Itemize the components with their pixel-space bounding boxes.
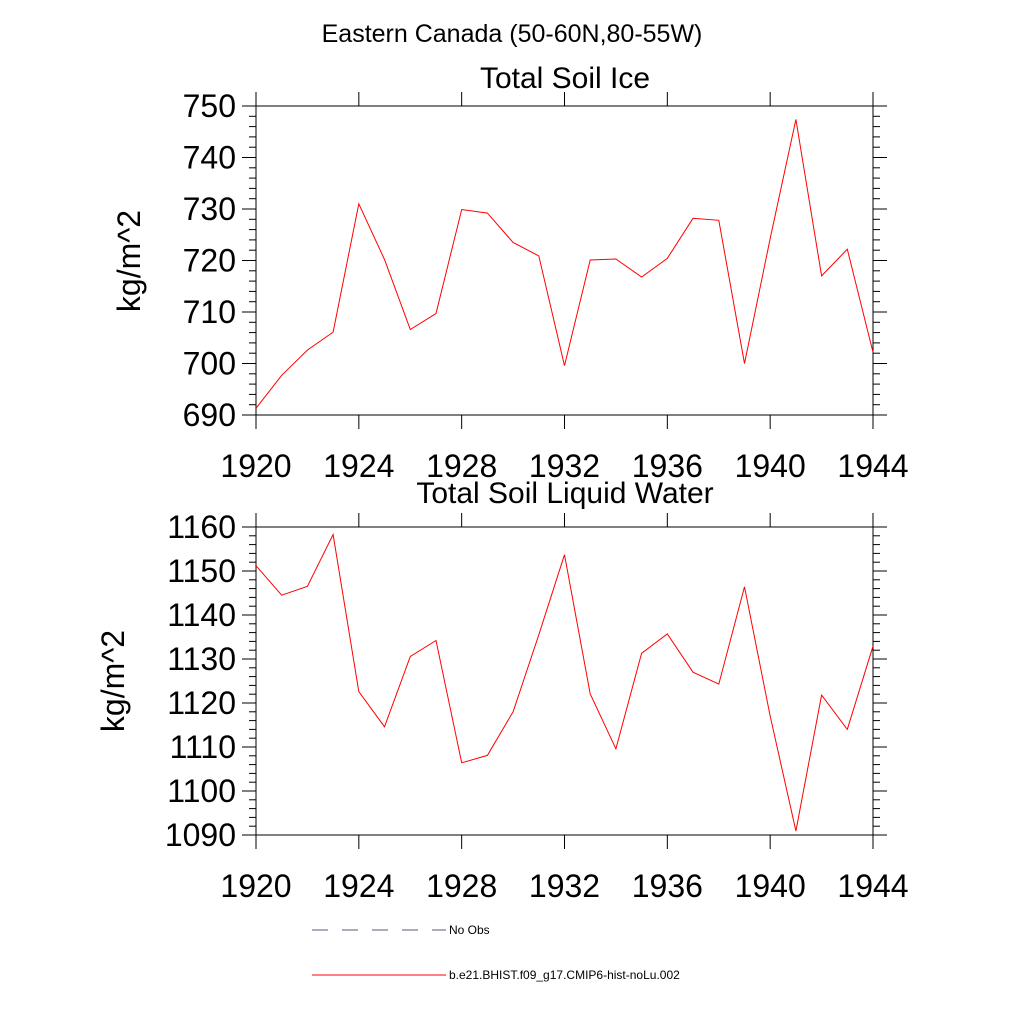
chart-title: Total Soil Ice [480,62,650,95]
chart-panel-soil-ice: Total Soil Ice kg/m^2 1920 1924 1928 1932 19… [111,62,909,484]
y-tick-label: 750 [183,88,236,124]
x-tick-label: 1920 [220,868,291,904]
axes: 1920 1924 1928 1932 1936 1940 1944 690 700 710 720… [183,88,909,484]
y-axis-label: kg/m^2 [111,210,147,312]
legend: No Obs b.e21.BHIST.f09_g17.CMIP6-hist-no… [312,923,680,982]
y-tick-label: 1160 [167,509,236,545]
y-tick-label: 1120 [167,685,236,721]
y-tick-label: 710 [183,294,236,330]
y-tick-label: 690 [183,397,236,433]
series-line [255,532,874,832]
x-tick-label: 1936 [632,868,703,904]
x-tick-label: 1936 [632,448,703,484]
y-axis-label: kg/m^2 [95,630,131,732]
x-tick-label: 1932 [529,868,600,904]
y-tick-label: 720 [183,243,236,279]
x-tick-label: 1940 [735,448,806,484]
x-tick-label: 1940 [735,868,806,904]
x-tick-label: 1920 [220,448,291,484]
data-line-layer [255,532,874,832]
x-tick-label: 1944 [837,448,908,484]
x-tick-label: 1944 [837,868,908,904]
figure-suptitle: Eastern Canada (50-60N,80-55W) [322,20,703,48]
x-tick-label: 1928 [426,868,497,904]
chart-panel-soil-liquid-water: Total Soil Liquid Water kg/m^2 1920 1924 1… [95,477,909,904]
axes: 1920 1924 1928 1932 1936 1940 1944 1090 1100 1110… [165,509,909,904]
plot-frame [255,105,874,416]
data-line-layer [255,119,874,409]
y-tick-label: 1150 [167,553,236,589]
y-tick-label: 700 [183,346,236,382]
chart-title: Total Soil Liquid Water [416,477,713,510]
y-tick-label: 1130 [167,641,236,677]
x-tick-label: 1932 [529,448,600,484]
y-tick-label: 1110 [170,729,236,765]
legend-label-model-run: b.e21.BHIST.f09_g17.CMIP6-hist-noLu.002 [449,968,680,982]
x-tick-label: 1924 [323,868,394,904]
y-tick-label: 730 [183,191,236,227]
y-tick-label: 740 [183,140,236,176]
series-line [255,119,874,409]
y-tick-label: 1090 [165,817,236,853]
y-tick-label: 1140 [167,597,236,633]
plot-frame [255,526,874,836]
y-tick-label: 1100 [167,773,236,809]
x-tick-label: 1928 [426,448,497,484]
legend-label-no-obs: No Obs [449,923,490,937]
x-tick-label: 1924 [323,448,394,484]
